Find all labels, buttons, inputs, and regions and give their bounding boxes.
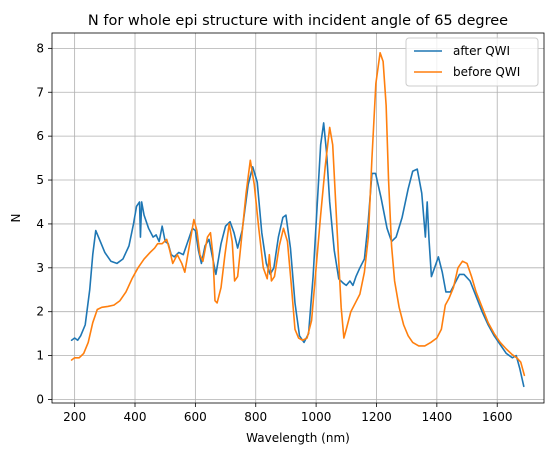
y-tick-label: 4 — [36, 217, 44, 231]
x-tick-label: 800 — [244, 410, 267, 424]
x-tick-label: 200 — [63, 410, 86, 424]
y-tick-label: 6 — [36, 129, 44, 143]
legend-label-after: after QWI — [453, 44, 510, 58]
legend-box — [405, 37, 539, 87]
x-tick-label: 1400 — [422, 410, 453, 424]
plot-background — [52, 33, 544, 403]
y-tick-label: 0 — [36, 392, 44, 406]
y-axis-label: N — [9, 214, 23, 223]
series-line-before-qwi — [70, 51, 526, 377]
y-tick-label: 1 — [36, 349, 44, 363]
legend-label-before: before QWI — [453, 65, 520, 79]
x-tick-label: 400 — [124, 410, 147, 424]
y-tick-label: 5 — [36, 173, 44, 187]
y-tick-label: 3 — [36, 261, 44, 275]
x-tick-label: 1600 — [482, 410, 513, 424]
plot-frame — [51, 32, 545, 404]
x-axis-label: Wavelength (nm) — [246, 431, 350, 445]
ticks: 200 400 600 800 1000 1200 1400 1600 0 1 2 3 4 5 6 7 8 — [36, 41, 512, 424]
y-tick-label: 7 — [36, 85, 44, 99]
series-layer — [70, 51, 526, 388]
legend: after QWI before QWI — [405, 37, 539, 87]
grid — [52, 33, 544, 403]
x-tick-label: 1000 — [301, 410, 332, 424]
series-line-after-qwi — [70, 122, 525, 388]
x-tick-label: 600 — [184, 410, 207, 424]
x-tick-label: 1200 — [361, 410, 392, 424]
chart-title: N for whole epi structure with incident … — [88, 13, 508, 29]
y-tick-label: 8 — [36, 41, 44, 55]
y-tick-label: 2 — [36, 305, 44, 319]
